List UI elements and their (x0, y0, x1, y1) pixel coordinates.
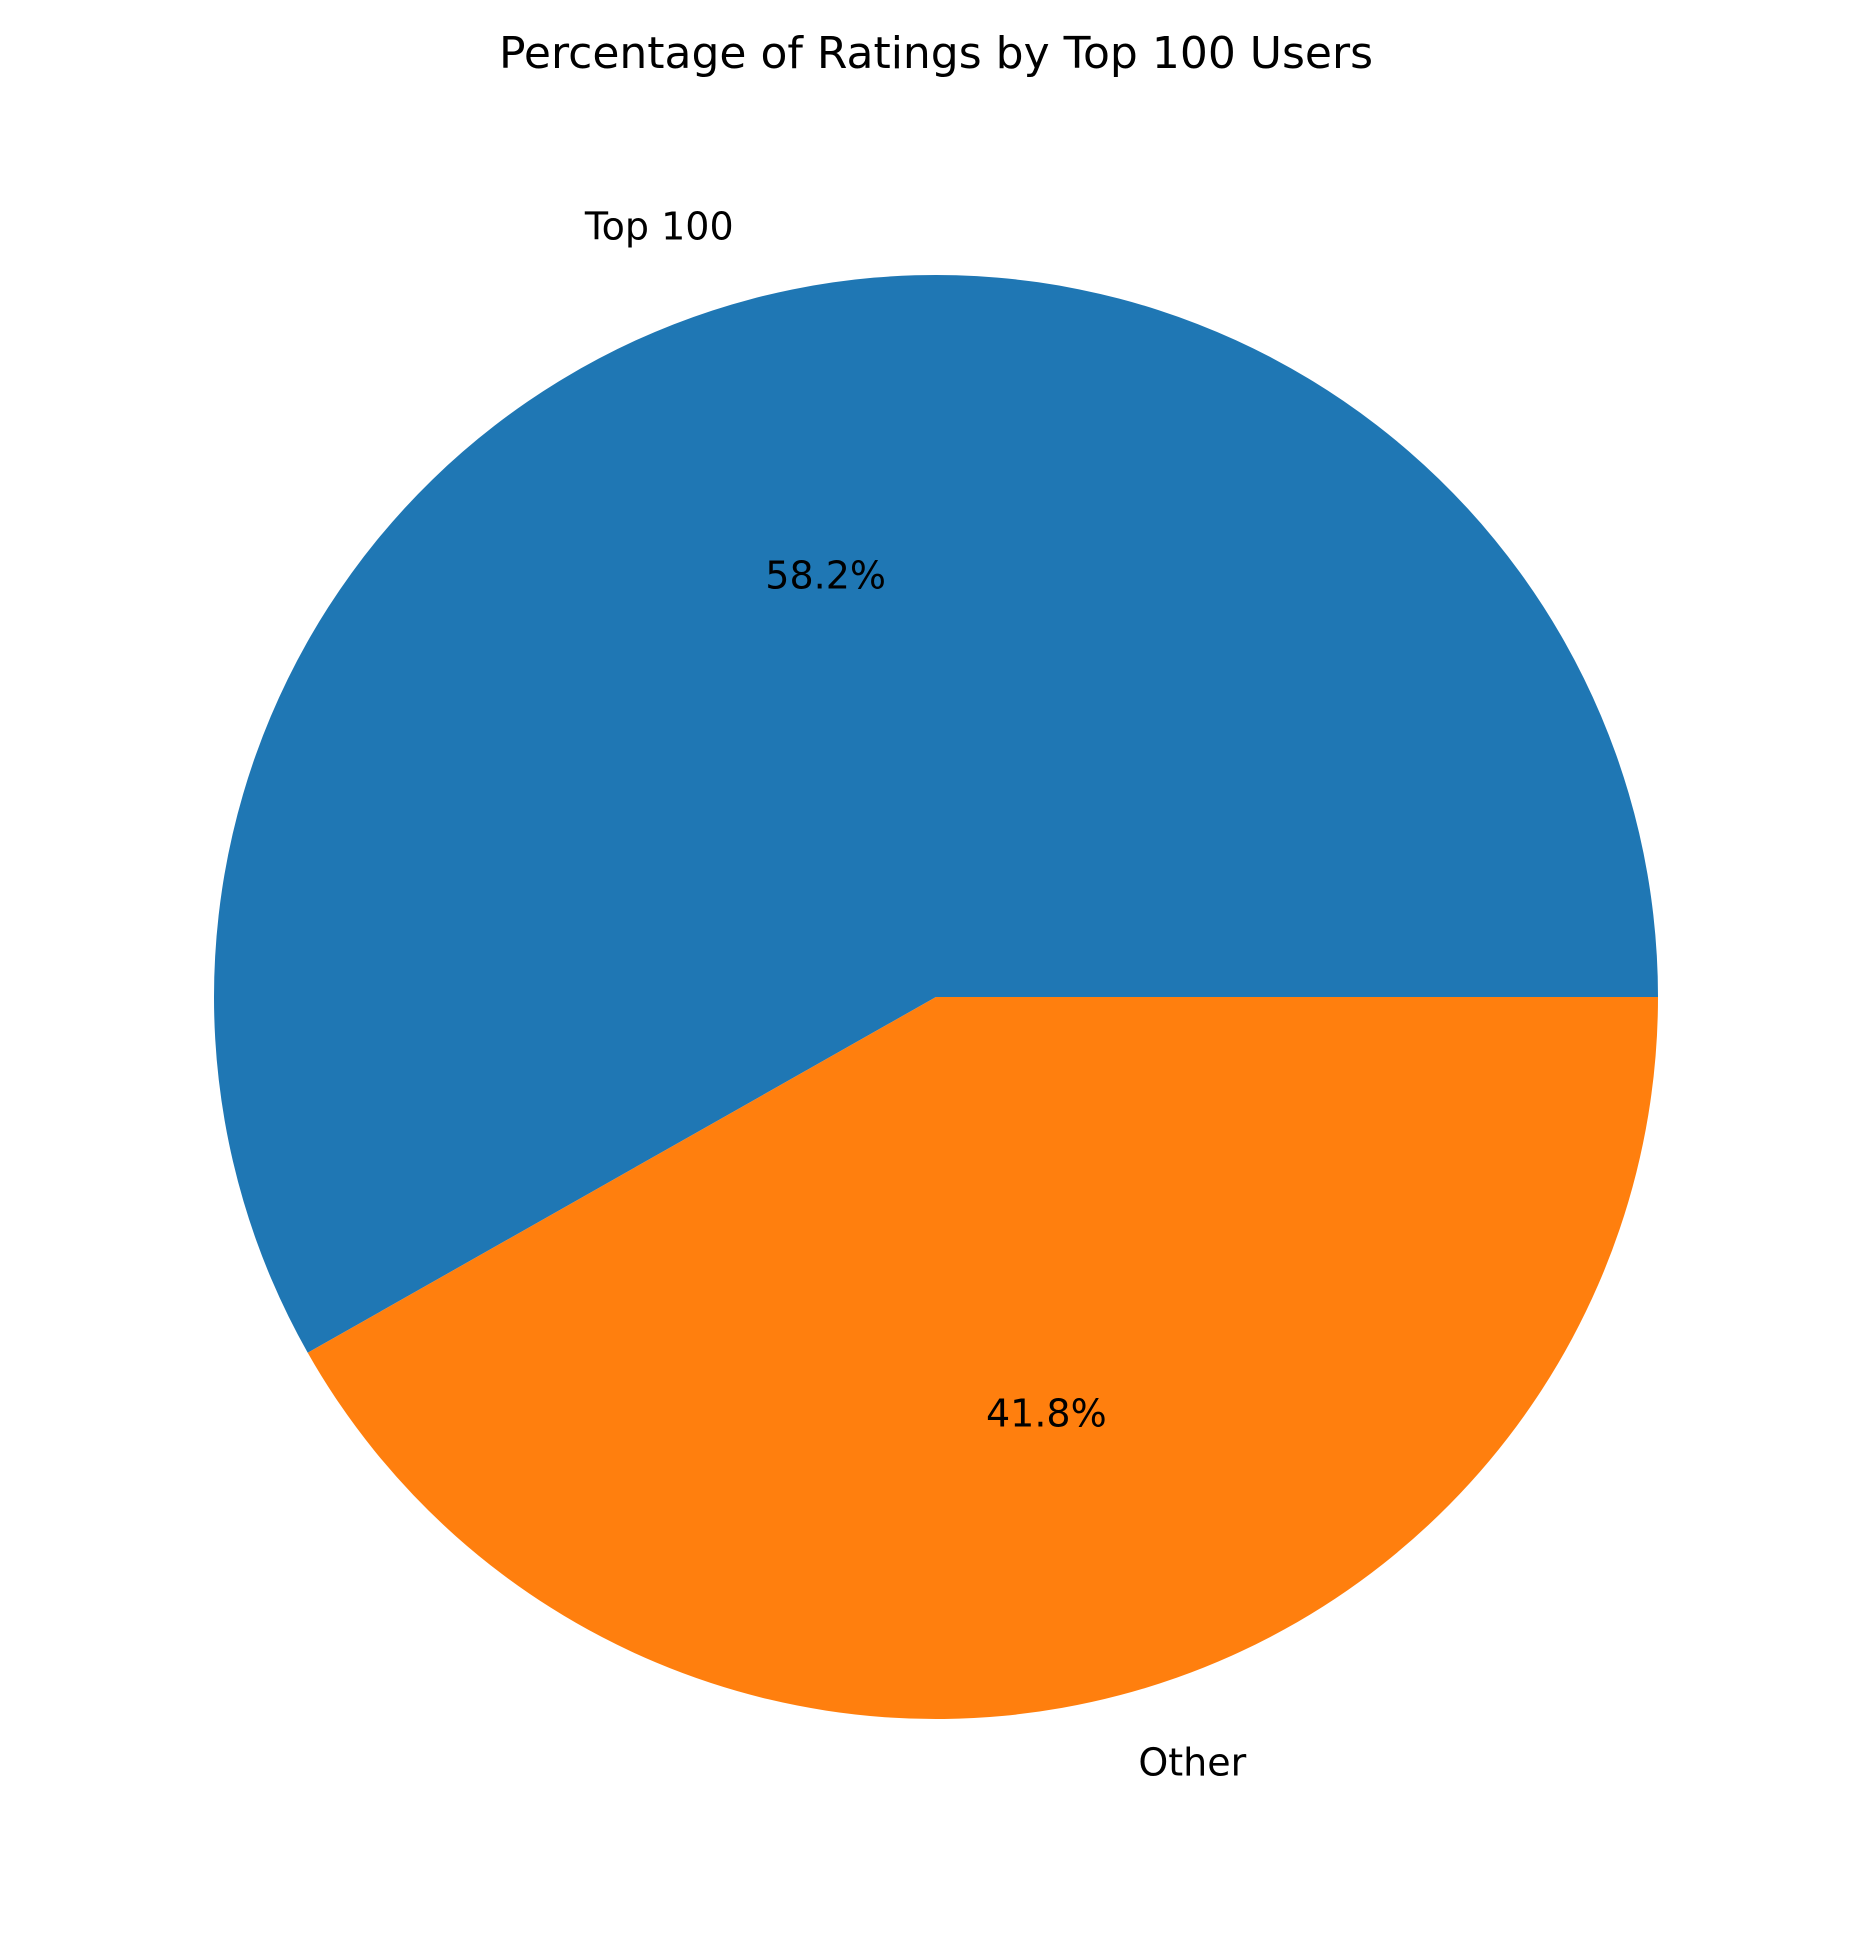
slice-label: Other (1138, 1740, 1246, 1784)
slice-percent-label: 58.2% (765, 554, 886, 598)
slice-percent-label: 41.8% (986, 1391, 1107, 1435)
chart-title: Percentage of Ratings by Top 100 Users (499, 28, 1373, 79)
slice-label: Top 100 (584, 205, 734, 249)
pie-slices (213, 274, 1659, 1719)
pie-labels: Top 100 58.2% Other 41.8% (584, 205, 1247, 1785)
pie-slice-top-100 (213, 274, 1658, 1353)
pie-slice-other (307, 997, 1659, 1719)
